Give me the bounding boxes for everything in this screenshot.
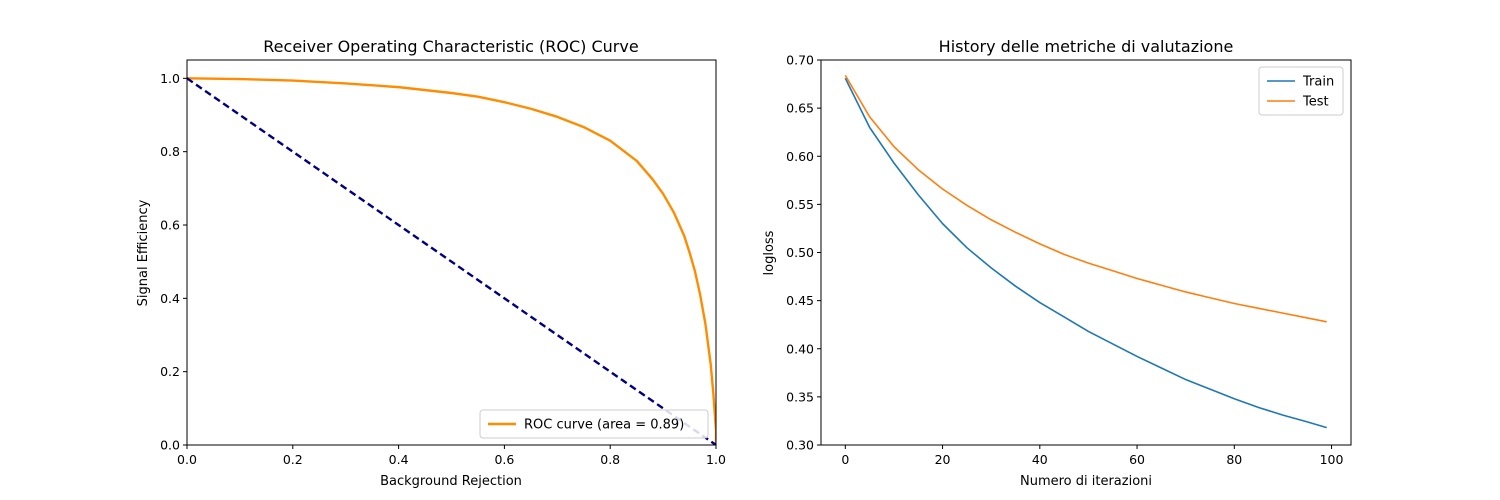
history-x-tick-label: 80 <box>1226 452 1242 467</box>
history-y-tick-label: 0.70 <box>786 53 814 68</box>
roc-y-tick-label: 1.0 <box>160 71 180 86</box>
history-y-tick-label: 0.40 <box>786 341 814 356</box>
history-legend-label: Train <box>1302 75 1334 90</box>
history-x-tick-label: 60 <box>1129 452 1145 467</box>
history-legend-label: Test <box>1302 95 1329 110</box>
roc-x-axis-label: Background Rejection <box>380 474 522 489</box>
history-chart-title: History delle metriche di valutazione <box>939 37 1234 56</box>
roc-series-line-roc <box>187 77 716 445</box>
history-x-axis-label: Numero di iterazioni <box>1020 474 1152 489</box>
roc-y-tick-label: 0.0 <box>160 438 180 453</box>
history-y-tick-label: 0.65 <box>786 101 814 116</box>
history-y-tick-label: 0.55 <box>786 197 814 212</box>
history-series-line-train <box>844 77 1327 429</box>
roc-x-tick-label: 1.0 <box>706 452 726 467</box>
history-x-tick-label: 100 <box>1320 452 1344 467</box>
roc-legend-label: ROC curve (area = 0.89) <box>524 418 684 433</box>
roc-x-tick-label: 0.6 <box>494 452 514 467</box>
roc-x-tick-label: 0.0 <box>177 452 197 467</box>
roc-y-axis-label: Signal Efficiency <box>136 199 151 306</box>
roc-x-tick-label: 0.8 <box>600 452 620 467</box>
roc-y-tick-label: 0.8 <box>160 144 180 159</box>
history-plot-frame <box>820 59 1352 446</box>
roc-chart: Receiver Operating Characteristic (ROC) … <box>136 37 726 489</box>
history-x-tick-label: 20 <box>935 452 951 467</box>
history-y-tick-label: 0.50 <box>786 245 814 260</box>
roc-x-tick-label: 0.2 <box>283 452 303 467</box>
history-legend: Train Test <box>1258 66 1344 116</box>
history-y-tick-label: 0.60 <box>786 149 814 164</box>
roc-legend-box <box>479 409 709 439</box>
history-x-tick-label: 40 <box>1032 452 1048 467</box>
history-y-tick-label: 0.45 <box>786 293 814 308</box>
history-chart: History delle metriche di valutazione Nu… <box>762 37 1352 489</box>
roc-y-tick-label: 0.4 <box>160 291 180 306</box>
roc-plot-frame <box>186 59 717 446</box>
history-x-tick-label: 0 <box>841 452 849 467</box>
roc-chart-title: Receiver Operating Characteristic (ROC) … <box>263 37 638 56</box>
roc-legend: ROC curve (area = 0.89) <box>479 409 709 439</box>
roc-x-tick-label: 0.4 <box>389 452 409 467</box>
roc-y-tick-label: 0.6 <box>160 218 180 233</box>
history-y-axis-label: logloss <box>762 230 777 275</box>
history-y-tick-label: 0.30 <box>786 438 814 453</box>
history-y-tick-label: 0.35 <box>786 389 814 404</box>
roc-y-tick-label: 0.2 <box>160 364 180 379</box>
roc-series-line-diagonal <box>187 77 716 445</box>
history-series-line-test <box>844 74 1327 323</box>
history-legend-box <box>1258 66 1344 116</box>
